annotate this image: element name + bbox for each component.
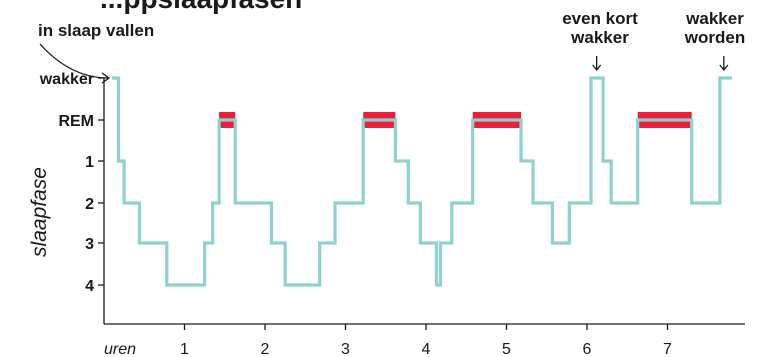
sleep-stage-line: [112, 76, 732, 287]
annotation-label: in slaap vallen: [38, 21, 154, 40]
annotations: in slaap vallen even kort wakker wakker word…: [38, 9, 745, 84]
rem-periods: [219, 112, 692, 128]
x-tick-label: 3: [341, 341, 350, 357]
x-tick-label: 2: [261, 341, 270, 357]
y-tick-label: 4: [85, 278, 94, 295]
chart-title: ...ppslaapfasen: [100, 0, 302, 14]
y-tick-label: wakker: [39, 71, 94, 88]
y-tick-label: 3: [85, 236, 94, 253]
x-axis-title: uren: [104, 341, 136, 357]
y-tick-label: REM: [58, 113, 94, 130]
series-group: [112, 76, 732, 287]
x-tick-label: 6: [583, 341, 592, 357]
x-axis: 1 2 3 4 5 6 7: [104, 323, 745, 357]
x-tick-label: 5: [502, 341, 511, 357]
x-tick-label: 1: [180, 341, 189, 357]
y-tick-label: 1: [85, 154, 94, 171]
annotation-arrowhead: [592, 64, 602, 72]
annotation-label: wakker worden: [684, 9, 745, 47]
y-axis: wakker REM 1 2 3 4: [39, 71, 105, 324]
y-axis-title: slaapfase: [28, 167, 51, 257]
x-tick-label: 4: [422, 341, 431, 357]
annotation-label: even kort wakker: [562, 9, 638, 47]
x-tick-label: 7: [663, 341, 672, 357]
annotation-arrowhead: [719, 64, 729, 72]
y-tick-label: 2: [85, 196, 94, 213]
